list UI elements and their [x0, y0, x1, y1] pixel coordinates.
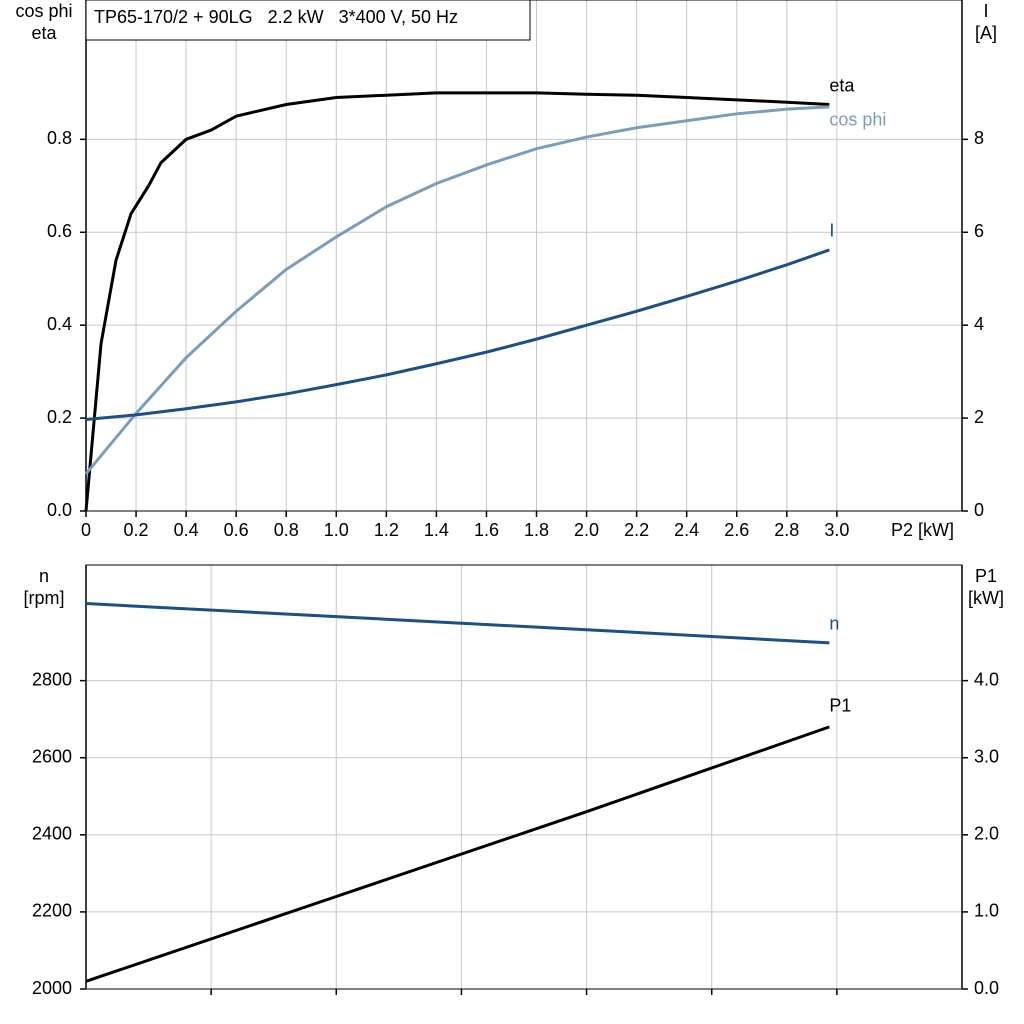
x-tick-label: 3.0	[824, 520, 849, 540]
y-tick-label: 0.8	[47, 128, 72, 148]
series-line	[84, 91, 830, 512]
y2-tick-label: 3.0	[974, 746, 999, 766]
y2-axis-label: P1	[975, 566, 997, 586]
x-tick-label: 0.6	[224, 520, 249, 540]
x-axis-label: P2 [kW]	[891, 520, 954, 540]
x-tick-label: 2.8	[774, 520, 799, 540]
series-line	[85, 602, 830, 645]
y2-axis-label: [kW]	[968, 588, 1004, 608]
y-tick-label: 2000	[32, 978, 72, 998]
y-axis-label: n	[39, 566, 49, 586]
y-tick-label: 0.4	[47, 314, 72, 334]
y2-axis-label: [A]	[975, 23, 997, 43]
y2-tick-label: 0.0	[974, 978, 999, 998]
x-tick-label: 0.8	[274, 520, 299, 540]
series-line	[85, 725, 830, 983]
series-label: n	[829, 614, 839, 634]
y2-tick-label: 1.0	[974, 901, 999, 921]
y2-tick-label: 2.0	[974, 824, 999, 844]
y2-axis-label: I	[983, 1, 988, 21]
y-axis-label: [rpm]	[23, 588, 64, 608]
x-tick-label: 1.6	[474, 520, 499, 540]
series-line	[85, 248, 830, 421]
x-tick-label: 1.4	[424, 520, 449, 540]
x-tick-label: 2.6	[724, 520, 749, 540]
y2-tick-label: 6	[974, 221, 984, 241]
y-tick-label: 0.6	[47, 221, 72, 241]
x-tick-label: 1.2	[374, 520, 399, 540]
x-tick-label: 1.0	[324, 520, 349, 540]
y2-tick-label: 4	[974, 314, 984, 334]
series-label: I	[829, 221, 834, 241]
y-axis-label: eta	[31, 23, 57, 43]
series-label: eta	[829, 75, 855, 95]
x-tick-label: 0	[81, 520, 91, 540]
y2-tick-label: 4.0	[974, 669, 999, 689]
y2-tick-label: 0	[974, 500, 984, 520]
y-axis-label: cos phi	[15, 1, 72, 21]
y2-tick-label: 2	[974, 407, 984, 427]
y-tick-label: 2800	[32, 669, 72, 689]
x-tick-label: 2.4	[674, 520, 699, 540]
title-box	[85, 0, 531, 41]
chart-title: TP65-170/2 + 90LG 2.2 kW 3*400 V, 50 Hz	[94, 7, 458, 27]
y-tick-label: 0.0	[47, 500, 72, 520]
series-label: P1	[829, 696, 851, 716]
x-tick-label: 2.2	[624, 520, 649, 540]
y-tick-label: 2200	[32, 901, 72, 921]
y2-tick-label: 8	[974, 128, 984, 148]
series-label: cos phi	[829, 110, 886, 130]
y-tick-label: 2600	[32, 746, 72, 766]
x-tick-label: 2.0	[574, 520, 599, 540]
x-tick-label: 1.8	[524, 520, 549, 540]
y-tick-label: 0.2	[47, 407, 72, 427]
x-tick-label: 0.2	[124, 520, 149, 540]
series-line	[84, 105, 830, 475]
x-tick-label: 0.4	[174, 520, 199, 540]
y-tick-label: 2400	[32, 824, 72, 844]
